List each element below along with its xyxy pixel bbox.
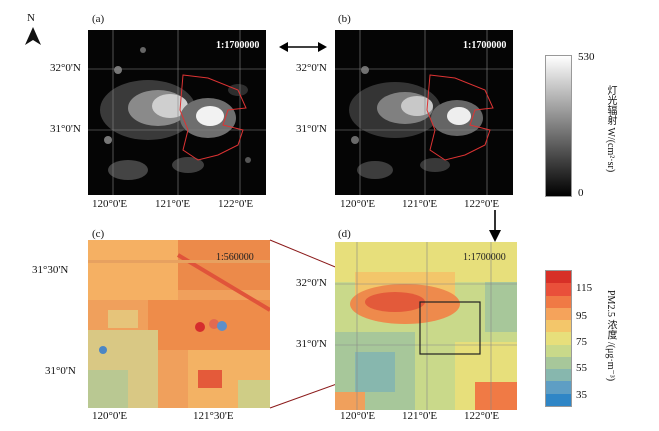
north-arrow: N [22,12,44,46]
panel-a-graticule [88,30,266,195]
panel-a-xtick-3: 122°0'E [218,198,254,210]
panel-b-graticule [335,30,513,195]
pm-colorbar-segment [546,295,571,308]
panel-b-map: 1:1700000 [335,30,513,195]
panel-b-scale: 1:1700000 [463,40,506,51]
panel-c-xtick-1: 120°0'E [92,410,128,422]
pm-colorbar-tick-35: 35 [576,389,587,401]
panel-a-scale: 1:1700000 [216,40,259,51]
light-colorbar-title: 灯光辐射 W/(cm²·sr) [605,85,616,173]
light-colorbar [545,55,572,197]
panel-b-xtick-3: 122°0'E [464,198,500,210]
light-colorbar-max: 530 [578,51,595,63]
panel-d-map: 1:1700000 [335,242,517,410]
pm-colorbar-tick-115: 115 [576,282,593,294]
pm-colorbar-segment [546,283,571,296]
panel-d-graticule [335,242,517,410]
pm-colorbar [545,270,572,407]
panel-c-map: 1:560000 [88,240,270,408]
pm-colorbar-segment [546,344,571,357]
panel-d-letter: (d) [338,228,351,240]
panel-a-ytick-1: 32°0'N [50,62,81,74]
pm-colorbar-segment [546,381,571,394]
panel-b-ytick-1: 32°0'N [296,62,327,74]
panel-b-boundary [426,74,494,161]
down-arrow-icon [489,210,501,242]
pm-colorbar-tick-95: 95 [576,310,587,322]
panel-c-pm-field [88,240,270,408]
panel-a-letter: (a) [92,13,105,25]
panel-d-ytick-1: 32°0'N [296,277,327,289]
panel-d-zoom-box [419,301,481,355]
north-arrow-icon [25,27,41,45]
pm-colorbar-segment [546,307,571,321]
panel-a-boundary [179,74,247,161]
panel-a-ytick-2: 31°0'N [50,123,81,135]
panel-d-xtick-3: 122°0'E [464,410,500,422]
panel-a-map: 1:1700000 [88,30,266,195]
panel-a-city-lights [100,47,251,180]
panel-d-pm-field [335,242,517,410]
north-label: N [27,12,35,24]
panel-d-scale: 1:1700000 [463,252,506,263]
pm-colorbar-segment [546,332,571,345]
pm-colorbar-tick-75: 75 [576,336,587,348]
panel-c-letter: (c) [92,228,105,240]
panel-b-xtick-2: 121°0'E [402,198,438,210]
panel-a-xtick-1: 120°0'E [92,198,128,210]
panel-d-ytick-2: 31°0'N [296,338,327,350]
pm-colorbar-segment [546,369,571,382]
light-colorbar-min: 0 [578,187,584,199]
pm-colorbar-segment [546,320,571,333]
pm-colorbar-segment [546,393,571,406]
panel-a-xtick-2: 121°0'E [155,198,191,210]
panel-c-ytick-1: 31°30'N [32,264,69,276]
panel-c-xtick-2: 121°30'E [193,410,234,422]
panel-b-xtick-1: 120°0'E [340,198,376,210]
pm-colorbar-segment [546,271,571,284]
panel-d-xtick-1: 120°0'E [340,410,376,422]
panel-d-xtick-2: 121°0'E [402,410,438,422]
pm-colorbar-tick-55: 55 [576,362,587,374]
panel-b-letter: (b) [338,13,351,25]
pm-colorbar-segment [546,356,571,370]
panel-c-ytick-2: 31°0'N [45,365,76,377]
panel-b-ytick-2: 31°0'N [296,123,327,135]
panel-c-scale: 1:560000 [216,252,254,263]
pm-colorbar-title: PM2.5 浓度 /(μg·m⁻³) [605,290,616,382]
double-arrow-icon [279,42,327,52]
